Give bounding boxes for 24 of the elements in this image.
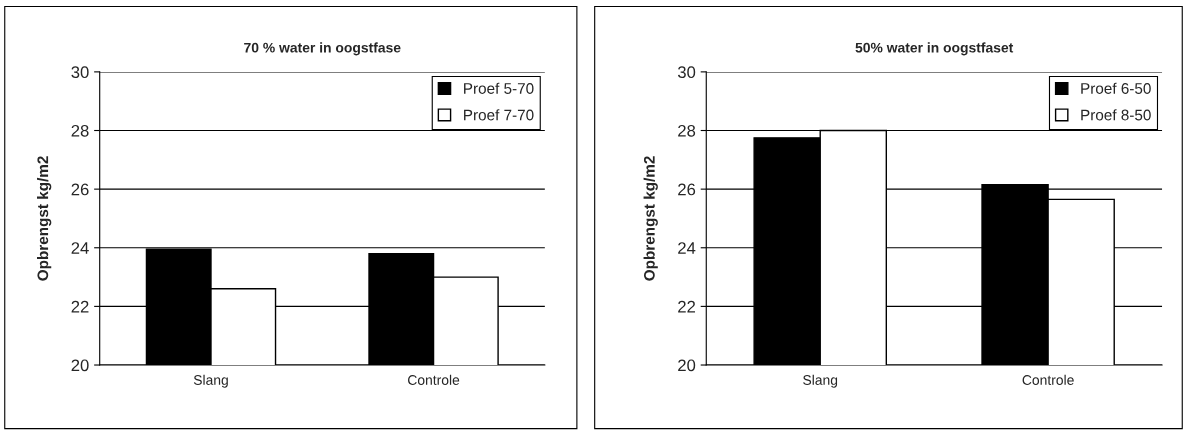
y-tick-label: 20 xyxy=(678,359,696,372)
x-tick-label: Controle xyxy=(1022,374,1074,385)
x-tick-label: Controle xyxy=(408,374,460,385)
y-tick-label: 20 xyxy=(71,359,89,372)
y-tick-label: 28 xyxy=(678,124,696,137)
y-tick-label: 26 xyxy=(71,183,89,196)
x-tick-label: Slang xyxy=(803,374,838,388)
y-axis-title: Opbrengst kg/m2 xyxy=(643,156,658,281)
legend-label: Proef 7-70 xyxy=(464,109,534,121)
x-tick-label: Slang xyxy=(193,374,228,388)
y-tick-label: 30 xyxy=(677,66,696,79)
y-tick-label: 26 xyxy=(678,183,696,196)
y-tick-label: 24 xyxy=(71,242,89,254)
y-tick-label: 30 xyxy=(71,66,89,79)
chart-title: 70 % water in oogstfase xyxy=(244,42,401,56)
legend-label: Proef 8-50 xyxy=(1081,109,1151,121)
y-tick-label: 24 xyxy=(678,242,696,254)
chart-title: 50% water in oogstfaset xyxy=(855,42,1014,56)
legend-label: Proef 6-50 xyxy=(1081,82,1151,94)
legend-label: Proef 5-70 xyxy=(464,82,534,94)
y-axis-title: Opbrengst kg/m2 xyxy=(37,156,52,281)
y-tick-label: 28 xyxy=(71,124,89,137)
y-tick-label: 22 xyxy=(678,300,696,313)
y-tick-label: 22 xyxy=(71,300,89,313)
